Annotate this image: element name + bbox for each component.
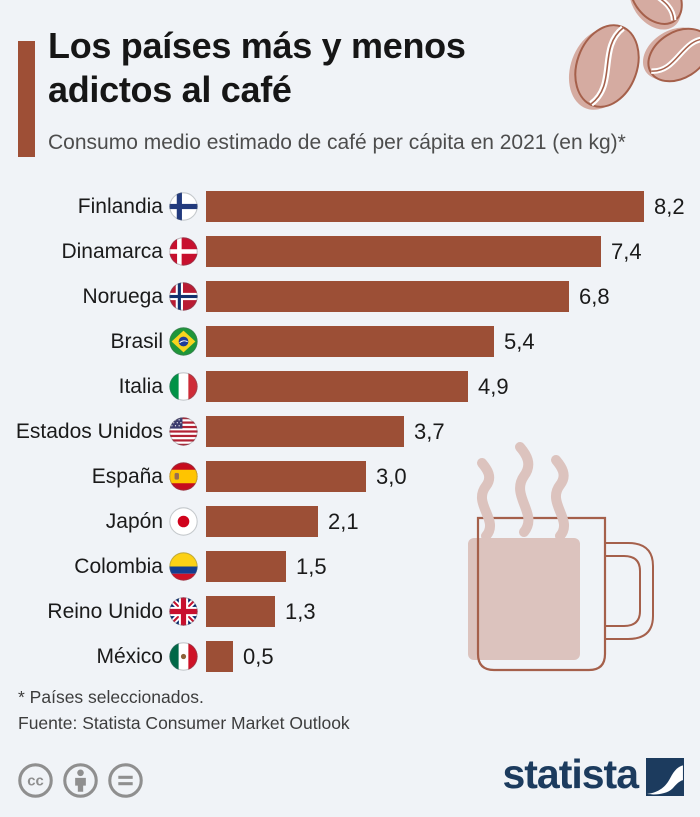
flag-reino-unido-icon [169, 597, 198, 626]
flag-espana-icon [169, 462, 198, 491]
chart-row-colombia: Colombia 1,5 [0, 551, 700, 582]
bar-finlandia [206, 191, 644, 222]
svg-text:cc: cc [27, 774, 44, 790]
coffee-bean-large-icon [568, 24, 640, 110]
flag-finlandia-icon [169, 192, 198, 221]
license-icons: cc [17, 762, 144, 799]
country-label-brasil: Brasil [110, 329, 163, 353]
value-label-noruega: 6,8 [579, 283, 610, 309]
bar-chart: Finlandia 8,2 Dinamarca 7,4 Noruega 6,8 Brasil… [0, 191, 700, 687]
chart-row-finlandia: Finlandia 8,2 [0, 191, 700, 222]
statista-logo-text: statista [502, 751, 639, 797]
country-label-reino-unido: Reino Unido [47, 599, 163, 623]
flag-espana [169, 462, 198, 491]
statista-logo-icon [646, 757, 684, 796]
country-label-colombia: Colombia [74, 554, 163, 578]
value-label-brasil: 5,4 [504, 328, 535, 354]
value-label-mexico: 0,5 [243, 643, 274, 669]
bar-japon [206, 506, 318, 537]
bar-brasil [206, 326, 494, 357]
country-label-japon: Japón [105, 509, 163, 533]
flag-dinamarca-icon [169, 237, 198, 266]
title-accent-bar [18, 41, 35, 157]
equals-icon [108, 763, 143, 798]
bar-reino-unido [206, 596, 275, 627]
footnote: * Países seleccionados. [18, 687, 204, 707]
country-label-estados-unidos: Estados Unidos [15, 419, 163, 443]
bar-colombia [206, 551, 286, 582]
mug-handle-outer [605, 542, 654, 640]
page-title-line1: Los países más y menos [48, 25, 466, 66]
bar-italia [206, 371, 468, 402]
bar-noruega [206, 281, 569, 312]
flag-noruega [169, 282, 198, 311]
chart-subtitle: Consumo medio estimado de café per cápit… [48, 131, 626, 154]
flag-finlandia [169, 192, 198, 221]
flag-noruega-icon [169, 282, 198, 311]
value-label-dinamarca: 7,4 [611, 238, 642, 264]
value-label-finlandia: 8,2 [654, 193, 685, 219]
coffee-bean-top-icon [629, 0, 683, 30]
chart-row-italia: Italia 4,9 [0, 371, 700, 402]
flag-estados-unidos [169, 417, 198, 446]
value-label-espana: 3,0 [376, 463, 407, 489]
coffee-mug-illustration [468, 442, 654, 672]
country-label-italia: Italia [118, 374, 163, 398]
value-label-italia: 4,9 [478, 373, 509, 399]
chart-row-estados-unidos: Estados Unidos 3,7 [0, 416, 700, 447]
mug-outline [476, 516, 607, 672]
flag-japon-icon [169, 507, 198, 536]
chart-row-reino-unido: Reino Unido 1,3 [0, 596, 700, 627]
bar-dinamarca [206, 236, 601, 267]
value-label-japon: 2,1 [328, 508, 359, 534]
cc-icon: cc [18, 763, 53, 798]
chart-row-noruega: Noruega 6,8 [0, 281, 700, 312]
steam-icon [477, 442, 569, 541]
flag-mexico [169, 642, 198, 671]
flag-brasil-icon [169, 327, 198, 356]
chart-row-brasil: Brasil 5,4 [0, 326, 700, 357]
page-title: Los países más y menos adictos al café [48, 24, 466, 112]
value-label-estados-unidos: 3,7 [414, 418, 445, 444]
bar-espana [206, 461, 366, 492]
page-title-line2: adictos al café [48, 69, 292, 110]
flag-italia [169, 372, 198, 401]
statista-logo: statista [502, 754, 684, 799]
country-label-espana: España [91, 464, 163, 488]
mug-handle-inner [605, 555, 641, 627]
coffee-beans-illustration [568, 0, 700, 110]
chart-row-japon: Japón 2,1 [0, 506, 700, 537]
bar-estados-unidos [206, 416, 404, 447]
country-label-dinamarca: Dinamarca [61, 239, 163, 263]
flag-colombia-icon [169, 552, 198, 581]
chart-row-espana: España 3,0 [0, 461, 700, 492]
source-line: Fuente: Statista Consumer Market Outlook [18, 713, 350, 733]
flag-mexico-icon [169, 642, 198, 671]
country-label-noruega: Noruega [82, 284, 163, 308]
flag-brasil [169, 327, 198, 356]
country-label-finlandia: Finlandia [77, 194, 163, 218]
coffee-bean-right-icon [642, 27, 700, 83]
attribution-icon [63, 763, 98, 798]
flag-estados-unidos-icon [169, 417, 198, 446]
flag-reino-unido [169, 597, 198, 626]
bar-mexico [206, 641, 233, 672]
value-label-reino-unido: 1,3 [285, 598, 316, 624]
coffee-fill [468, 538, 580, 660]
value-label-colombia: 1,5 [296, 553, 327, 579]
flag-italia-icon [169, 372, 198, 401]
chart-row-dinamarca: Dinamarca 7,4 [0, 236, 700, 267]
flag-japon [169, 507, 198, 536]
flag-dinamarca [169, 237, 198, 266]
country-label-mexico: México [96, 644, 163, 668]
flag-colombia [169, 552, 198, 581]
chart-row-mexico: México 0,5 [0, 641, 700, 672]
